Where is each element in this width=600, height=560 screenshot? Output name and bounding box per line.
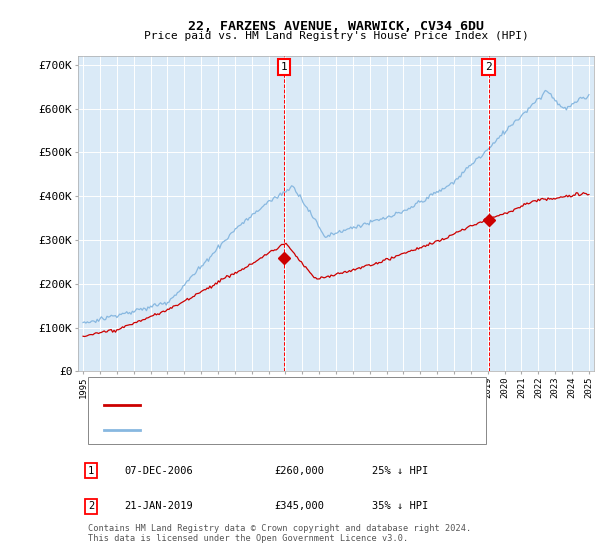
Text: Price paid vs. HM Land Registry's House Price Index (HPI): Price paid vs. HM Land Registry's House … bbox=[143, 31, 529, 41]
Text: 1: 1 bbox=[88, 466, 94, 476]
Text: 2: 2 bbox=[485, 62, 492, 72]
Text: 1: 1 bbox=[281, 62, 287, 72]
Text: Contains HM Land Registry data © Crown copyright and database right 2024.
This d: Contains HM Land Registry data © Crown c… bbox=[88, 524, 472, 543]
Text: £260,000: £260,000 bbox=[274, 466, 324, 476]
Text: 22, FARZENS AVENUE, WARWICK, CV34 6DU (detached house): 22, FARZENS AVENUE, WARWICK, CV34 6DU (d… bbox=[150, 400, 488, 410]
Text: 2: 2 bbox=[88, 501, 94, 511]
Text: 35% ↓ HPI: 35% ↓ HPI bbox=[372, 501, 428, 511]
FancyBboxPatch shape bbox=[88, 377, 485, 444]
Text: 21-JAN-2019: 21-JAN-2019 bbox=[124, 501, 193, 511]
Text: 07-DEC-2006: 07-DEC-2006 bbox=[124, 466, 193, 476]
Text: 22, FARZENS AVENUE, WARWICK, CV34 6DU: 22, FARZENS AVENUE, WARWICK, CV34 6DU bbox=[188, 20, 484, 32]
Text: £345,000: £345,000 bbox=[274, 501, 324, 511]
Text: HPI: Average price, detached house, Warwick: HPI: Average price, detached house, Warw… bbox=[150, 425, 419, 435]
Text: 25% ↓ HPI: 25% ↓ HPI bbox=[372, 466, 428, 476]
Bar bbox=[284, 56, 488, 371]
